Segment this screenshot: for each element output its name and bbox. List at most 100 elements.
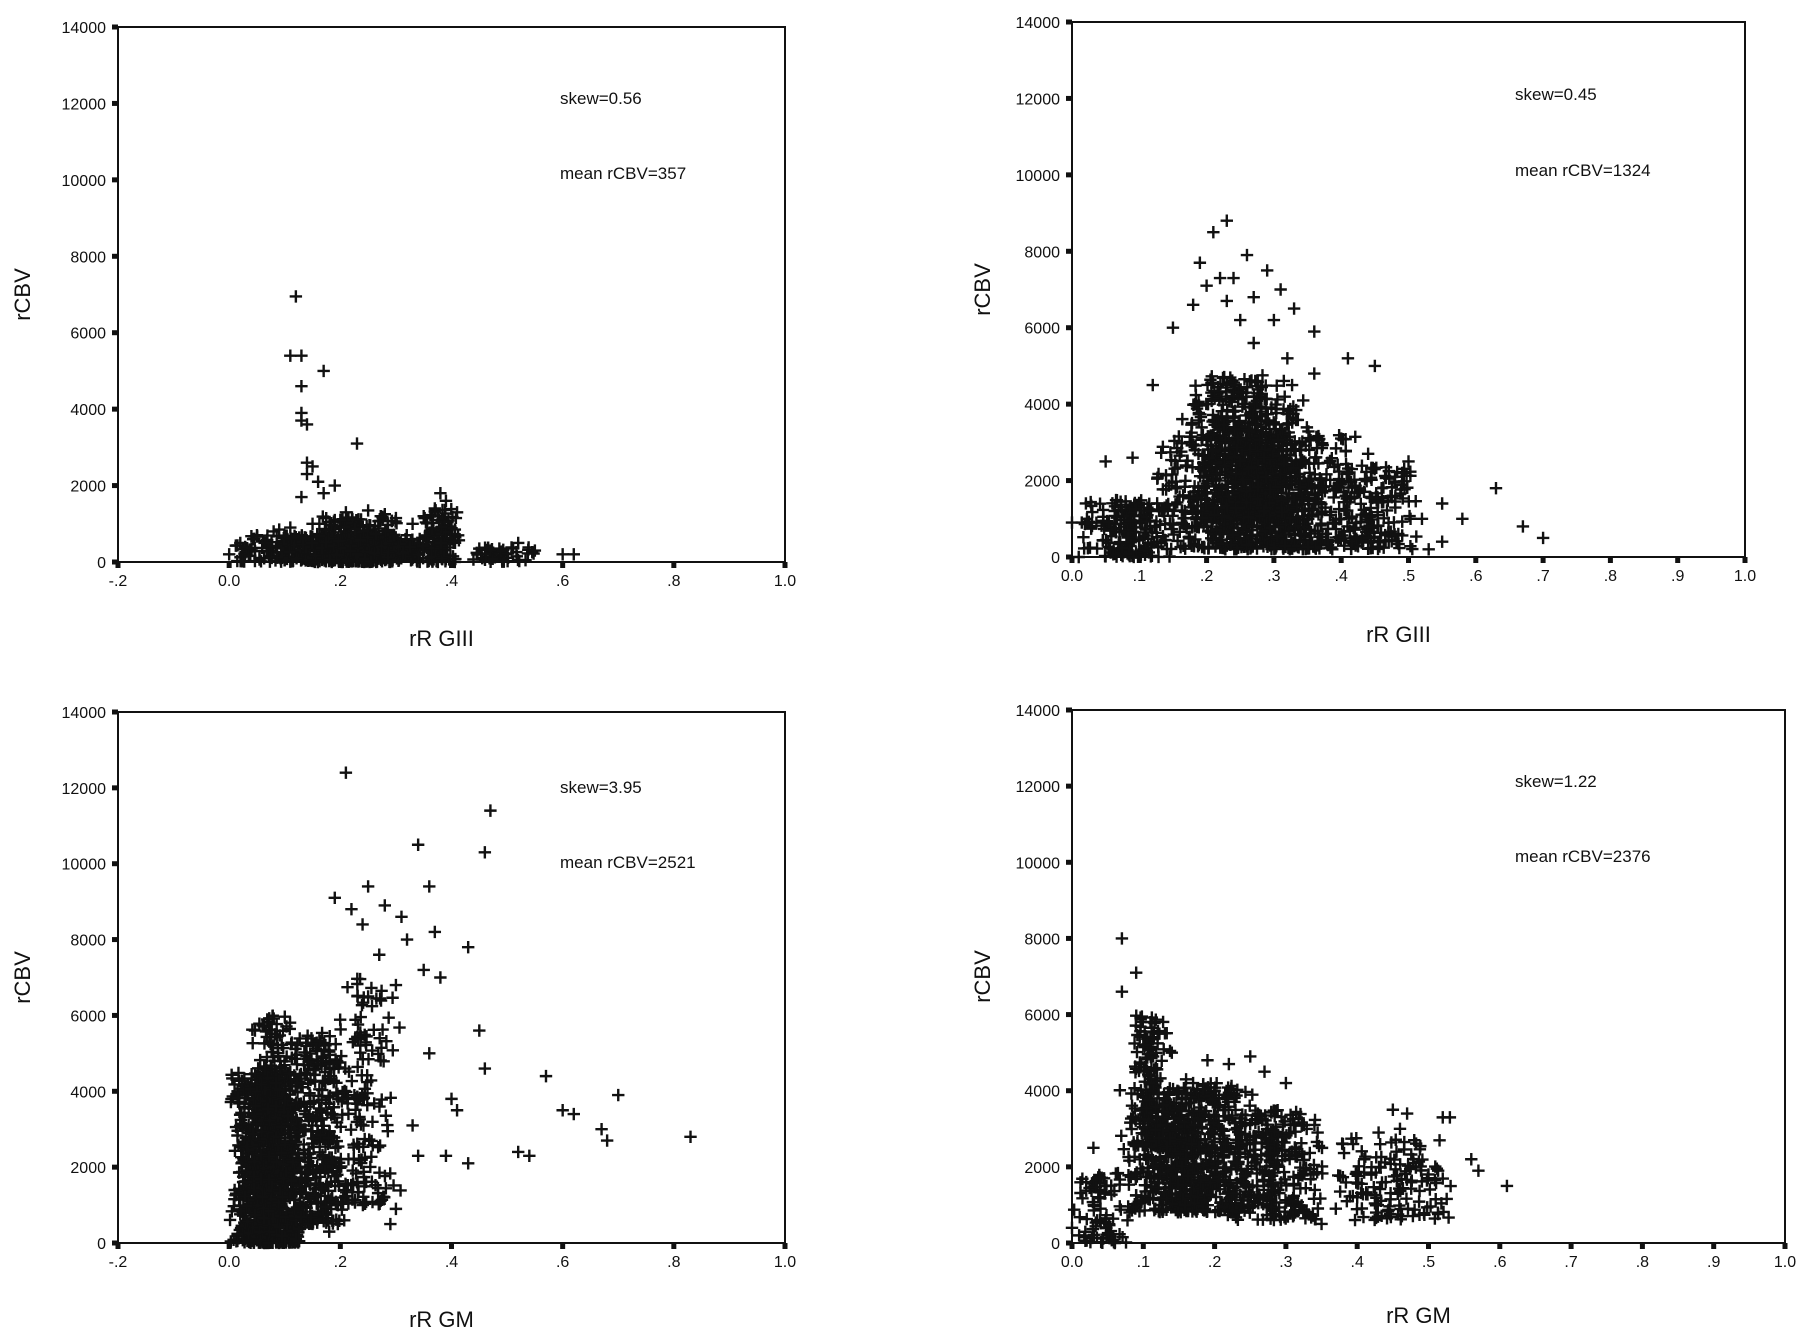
data-point: [1384, 525, 1397, 538]
x-tick-label: .2: [1200, 568, 1213, 585]
skew-annotation: skew=1.22: [1515, 772, 1597, 791]
data-point: [1316, 530, 1329, 544]
data-point: [1362, 531, 1375, 545]
y-tick-label: 14000: [1016, 15, 1061, 32]
data-point: [1083, 541, 1097, 554]
data-point: [248, 554, 262, 568]
data-point: [290, 1096, 303, 1109]
data-point: [275, 1229, 289, 1243]
data-point: [1333, 513, 1346, 526]
scatter-points: [222, 290, 580, 569]
data-point: [389, 978, 403, 992]
data-point: [295, 490, 308, 504]
y-tick-label: 12000: [62, 96, 107, 113]
data-point: [339, 506, 353, 519]
data-point: [434, 971, 447, 984]
data-point: [351, 1060, 364, 1074]
data-point: [251, 1210, 264, 1223]
data-point: [1134, 494, 1148, 507]
data-point: [1109, 547, 1122, 560]
data-point: [1229, 476, 1242, 489]
data-point: [224, 1235, 238, 1248]
data-point: [406, 533, 419, 546]
data-point: [595, 1123, 608, 1136]
data-point: [361, 1075, 374, 1089]
data-point: [351, 1186, 365, 1199]
data-point: [341, 980, 354, 994]
data-point: [1113, 1084, 1127, 1097]
data-point: [1146, 378, 1159, 392]
data-point: [386, 1044, 399, 1057]
scatter-points: [1065, 932, 1514, 1250]
data-point: [254, 1234, 267, 1247]
x-tick-label: .9: [1707, 1254, 1720, 1271]
data-point: [392, 540, 405, 553]
data-point: [1230, 441, 1244, 454]
data-point: [262, 1173, 276, 1186]
data-point: [444, 549, 457, 562]
data-point: [1227, 389, 1240, 403]
data-point: [1323, 454, 1337, 468]
data-point: [361, 1098, 374, 1112]
scatter-points: [1065, 214, 1550, 564]
y-axis-label: rCBV: [970, 950, 995, 1003]
data-point: [267, 525, 280, 538]
data-point: [1312, 482, 1326, 495]
x-tick-label: .6: [556, 573, 569, 590]
data-point: [338, 1214, 351, 1227]
data-point: [362, 1053, 375, 1066]
data-point: [1281, 352, 1294, 365]
data-point: [318, 1164, 332, 1178]
data-point: [361, 504, 375, 517]
data-point: [1215, 390, 1228, 403]
data-point: [1185, 418, 1198, 431]
data-point: [1410, 530, 1423, 543]
data-point: [384, 1091, 397, 1105]
data-point: [1246, 410, 1260, 423]
data-point: [365, 1150, 378, 1163]
data-point: [1093, 497, 1107, 510]
data-point: [1132, 534, 1146, 547]
data-point: [284, 521, 297, 534]
y-tick-label: 12000: [1016, 779, 1061, 796]
data-point: [684, 1130, 697, 1143]
data-point: [323, 1030, 336, 1043]
y-tick-label: 0: [1051, 550, 1060, 567]
data-point: [1255, 420, 1268, 433]
data-point: [304, 1151, 318, 1165]
data-point: [247, 1185, 261, 1198]
data-point: [273, 1062, 287, 1075]
data-point: [1263, 483, 1277, 496]
data-point: [1409, 495, 1422, 508]
data-point: [263, 1035, 276, 1048]
data-point: [1208, 384, 1221, 398]
data-point: [1158, 501, 1171, 514]
data-point: [396, 546, 410, 559]
data-point: [375, 1093, 388, 1106]
data-point: [1355, 459, 1369, 472]
data-point: [1247, 290, 1260, 304]
x-tick-label: .6: [556, 1254, 569, 1271]
data-point: [263, 1114, 276, 1127]
data-point: [340, 555, 353, 568]
data-point: [1170, 481, 1183, 494]
data-point: [244, 1082, 257, 1096]
data-point: [1222, 427, 1235, 440]
data-point: [1080, 512, 1094, 526]
data-point: [371, 1140, 385, 1154]
data-point: [373, 1032, 386, 1045]
x-tick-label: .4: [1335, 568, 1348, 585]
data-point: [322, 1131, 335, 1145]
data-point: [356, 1198, 370, 1212]
data-point: [328, 891, 341, 905]
data-point: [1199, 497, 1213, 510]
y-tick-label: 0: [97, 555, 106, 572]
data-point: [283, 1084, 296, 1097]
data-point: [232, 1166, 246, 1179]
data-point: [289, 290, 303, 303]
data-point: [329, 1170, 342, 1183]
y-tick-label: 10000: [62, 173, 107, 190]
data-point: [306, 1132, 320, 1145]
data-point: [1147, 536, 1161, 549]
